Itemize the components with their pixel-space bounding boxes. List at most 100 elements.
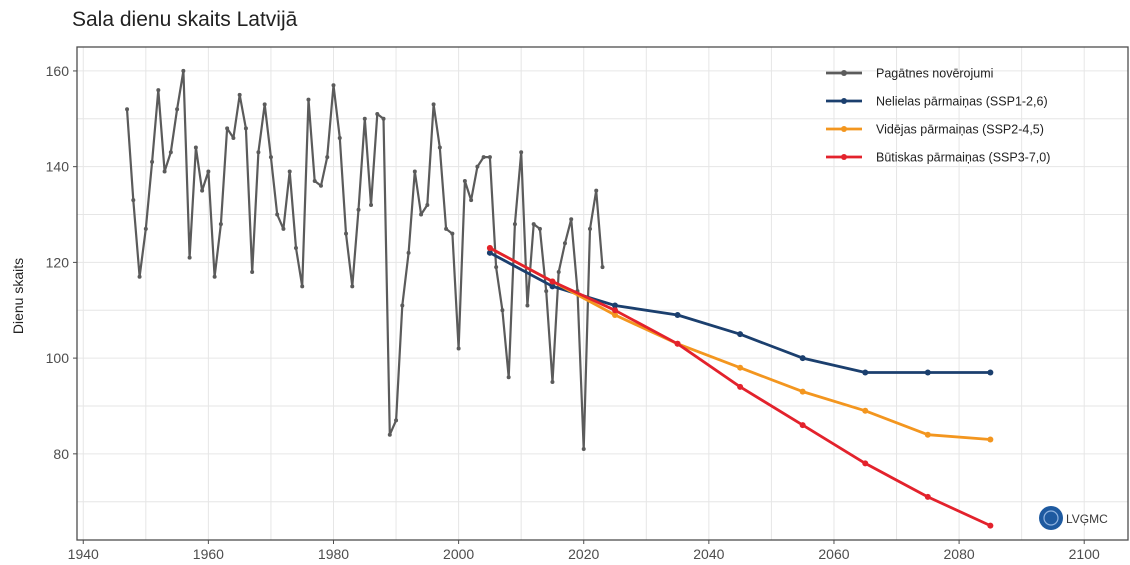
data-point	[450, 231, 455, 236]
data-point	[924, 369, 931, 376]
data-point	[475, 164, 480, 169]
data-point	[300, 284, 305, 289]
data-point	[281, 226, 286, 231]
logo-text: LVĢMC	[1066, 512, 1108, 526]
data-point	[531, 222, 536, 227]
data-point	[412, 169, 417, 174]
data-point	[306, 97, 311, 102]
data-point	[137, 274, 142, 279]
data-point	[581, 447, 586, 452]
legend-label: Vidējas pārmaiņas (SSP2-4,5)	[876, 123, 1044, 137]
data-point	[987, 369, 994, 376]
chart-title: Sala dienu skaits Latvijā	[72, 8, 298, 31]
data-point	[494, 265, 499, 270]
series-3	[486, 245, 994, 443]
logo-globe-icon	[1039, 506, 1063, 530]
data-point	[206, 169, 211, 174]
data-point	[250, 269, 255, 274]
data-point	[469, 198, 474, 203]
legend-item: Būtiskas pārmaiņas (SSP3-7,0)	[826, 151, 1050, 165]
data-point	[437, 145, 442, 150]
data-point	[237, 92, 242, 97]
data-point	[562, 241, 567, 246]
legend-marker	[841, 70, 847, 76]
x-tick-label: 2020	[568, 546, 599, 562]
data-point	[544, 289, 549, 294]
data-point	[737, 383, 744, 390]
y-axis-label: Dienu skaits	[10, 258, 26, 334]
data-point	[387, 432, 392, 437]
data-point	[143, 226, 148, 231]
legend-item: Nelielas pārmaiņas (SSP1-2,6)	[826, 95, 1048, 109]
data-point	[150, 159, 155, 164]
series-line	[125, 69, 604, 451]
data-point	[331, 83, 336, 88]
x-tick-label: 1940	[68, 546, 99, 562]
data-point	[168, 150, 173, 155]
legend-label: Nelielas pārmaiņas (SSP1-2,6)	[876, 95, 1048, 109]
data-point	[799, 422, 806, 429]
y-tick-label: 120	[46, 254, 70, 270]
x-tick-label: 2100	[1069, 546, 1100, 562]
data-point	[268, 155, 273, 160]
x-tick-label: 2080	[944, 546, 975, 562]
data-point	[569, 217, 574, 222]
legend-label: Būtiskas pārmaiņas (SSP3-7,0)	[876, 151, 1050, 165]
data-point	[181, 68, 186, 73]
data-point	[318, 183, 323, 188]
data-point	[312, 179, 317, 184]
data-point	[612, 312, 619, 319]
x-tick-label: 2060	[818, 546, 849, 562]
data-point	[512, 222, 517, 227]
x-tick-label: 1960	[193, 546, 224, 562]
data-point	[444, 226, 449, 231]
data-point	[243, 126, 248, 131]
legend-item: Vidējas pārmaiņas (SSP2-4,5)	[826, 123, 1044, 137]
y-tick-label: 100	[46, 350, 70, 366]
y-tick-label: 160	[46, 63, 70, 79]
data-point	[799, 355, 806, 362]
data-point	[193, 145, 198, 150]
data-point	[425, 202, 430, 207]
data-point	[537, 226, 542, 231]
x-tick-label: 2000	[443, 546, 474, 562]
series-4	[486, 245, 994, 529]
data-point	[287, 169, 292, 174]
data-point	[924, 431, 931, 438]
grid	[77, 47, 1128, 540]
y-tick-label: 80	[53, 446, 69, 462]
data-point	[556, 269, 561, 274]
data-point	[674, 312, 681, 319]
series-1	[125, 68, 605, 452]
data-point	[356, 207, 361, 212]
data-point	[987, 522, 994, 529]
data-point	[175, 107, 180, 112]
x-tick-label: 1980	[318, 546, 349, 562]
data-point	[256, 150, 261, 155]
data-point	[325, 155, 330, 160]
y-tick-label: 140	[46, 159, 70, 175]
data-point	[212, 274, 217, 279]
logo-ring-icon	[1043, 510, 1059, 526]
data-point	[862, 460, 869, 467]
lvgmc-logo: LVĢMC	[1039, 506, 1108, 530]
series-line	[489, 251, 991, 374]
data-point	[350, 284, 355, 289]
data-point	[456, 346, 461, 351]
data-point	[799, 388, 806, 395]
plot-frame	[76, 46, 1129, 541]
data-point	[486, 245, 493, 252]
data-point	[612, 307, 619, 314]
data-point	[156, 88, 161, 93]
x-tick-label: 2040	[693, 546, 724, 562]
data-point	[612, 302, 619, 309]
data-point	[337, 135, 342, 140]
data-point	[674, 340, 681, 347]
legend-item: Pagātnes novērojumi	[826, 67, 993, 81]
data-point	[506, 375, 511, 380]
data-point	[519, 150, 524, 155]
series-lines	[125, 68, 994, 529]
data-point	[375, 112, 380, 117]
data-point	[162, 169, 167, 174]
data-point	[362, 116, 367, 121]
